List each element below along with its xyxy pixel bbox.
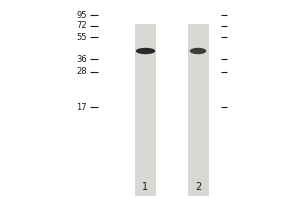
Text: 55: 55 xyxy=(76,32,87,42)
Ellipse shape xyxy=(136,48,155,54)
Text: 17: 17 xyxy=(76,102,87,112)
Bar xyxy=(188,24,208,196)
Text: 95: 95 xyxy=(76,10,87,20)
Text: 2: 2 xyxy=(195,182,201,192)
Text: 1: 1 xyxy=(142,182,148,192)
Text: 28: 28 xyxy=(76,68,87,76)
Ellipse shape xyxy=(190,48,206,54)
Bar xyxy=(135,24,156,196)
Text: 36: 36 xyxy=(76,54,87,64)
Text: 72: 72 xyxy=(76,21,87,30)
